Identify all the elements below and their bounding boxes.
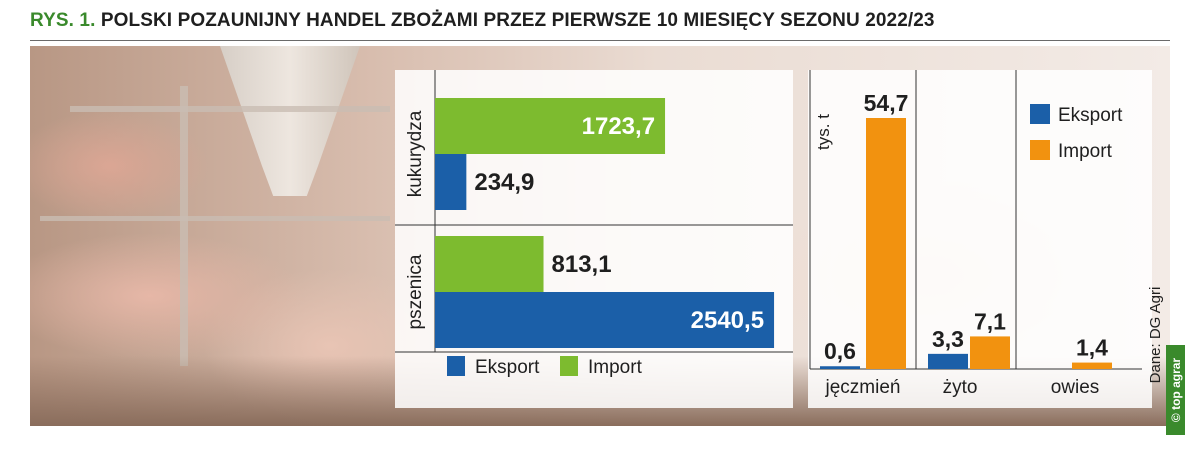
y-axis-label: tys. t [814, 114, 833, 150]
pen-rail [40, 216, 390, 221]
bar-import-zyto [970, 336, 1010, 369]
source-note: Dane: DG Agri [1147, 287, 1164, 384]
title-divider [30, 40, 1170, 41]
legend-swatch-import [560, 356, 578, 376]
value-label-import-jeczmien: 54,7 [864, 90, 909, 116]
bar-import-jeczmien [866, 118, 906, 369]
value-label-import-owies: 1,4 [1076, 335, 1108, 361]
legend-swatch-import-right [1030, 140, 1050, 160]
legend-label-import-right: Import [1058, 141, 1113, 162]
value-label-eksport-jeczmien: 0,6 [824, 338, 856, 364]
bar-import-owies [1072, 362, 1112, 369]
bar-eksport-pszenica [435, 292, 775, 348]
bar-import-pszenica [435, 236, 544, 292]
pen-bar [180, 86, 188, 366]
legend-swatch-eksport [447, 356, 465, 376]
category-label-jeczmien: jęczmień [825, 377, 901, 398]
brand-badge [1166, 345, 1185, 435]
title-text: POLSKI POZAUNIJNY HANDEL ZBOŻAMI PRZEZ P… [100, 10, 935, 31]
value-label-eksport-zyto: 3,3 [932, 326, 964, 352]
legend-label-eksport: Eksport [475, 357, 540, 378]
legend-label-eksport-right: Eksport [1058, 105, 1123, 126]
bar-eksport-kukurydza [435, 154, 467, 210]
figure-number: RYS. 1. [30, 10, 96, 31]
page-title: RYS. 1. POLSKI POZAUNIJNY HANDEL ZBOŻAMI… [30, 10, 1180, 32]
bar-eksport-zyto [928, 353, 968, 369]
category-label-zyto: żyto [943, 377, 978, 398]
value-label-import-zyto: 7,1 [974, 308, 1006, 334]
legend-swatch-eksport-right [1030, 104, 1050, 124]
bar-eksport-jeczmien [820, 366, 860, 369]
bar-import-kukurydza [435, 98, 666, 154]
pen-rail [70, 106, 390, 112]
category-label-kukurydza: kukurydza [405, 110, 426, 197]
value-label-eksport-kukurydza: 234,9 [474, 169, 534, 196]
legend-label-import: Import [588, 357, 643, 378]
category-label-pszenica: pszenica [405, 254, 426, 329]
category-label-owies: owies [1051, 377, 1100, 398]
value-label-import-kukurydza: 1723,7 [582, 113, 655, 140]
brand-label: © top agrar [1169, 358, 1183, 423]
value-label-import-pszenica: 813,1 [552, 251, 612, 278]
value-label-eksport-pszenica: 2540,5 [691, 307, 764, 334]
